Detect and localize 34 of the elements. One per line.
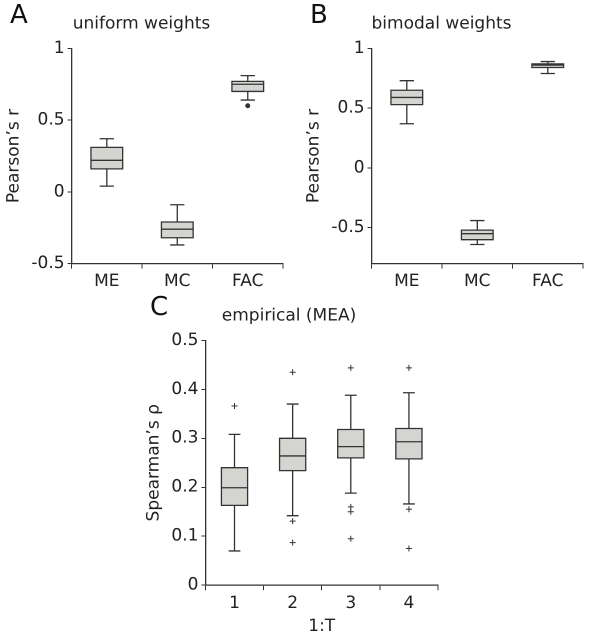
y-axis-title: Pearson’s r bbox=[304, 108, 324, 204]
y-tick-label: 0 bbox=[354, 157, 365, 178]
y-tick-label: -0.5 bbox=[31, 253, 65, 274]
x-tick-label: MC bbox=[164, 271, 191, 292]
text: A bbox=[10, 0, 28, 30]
y-tick-label: 0.1 bbox=[171, 526, 198, 546]
y-tick-label: 1 bbox=[54, 38, 65, 58]
x-tick-label: 3 bbox=[345, 592, 356, 613]
y-tick-label: 0 bbox=[54, 181, 65, 202]
y-tick-label: 0.5 bbox=[338, 98, 365, 118]
y-tick-label: -0.5 bbox=[331, 217, 365, 238]
text: B bbox=[310, 0, 328, 30]
y-axis-title: Pearson’s r bbox=[4, 108, 24, 204]
x-tick-label: MC bbox=[464, 271, 491, 292]
y-tick-label: 0.3 bbox=[171, 428, 198, 448]
x-tick-label: FAC bbox=[232, 271, 264, 292]
y-tick-label: 0.5 bbox=[38, 110, 65, 130]
x-tick-label: 2 bbox=[287, 592, 298, 613]
x-axis-title: 1:T bbox=[308, 616, 336, 636]
y-axis-title: Spearman’s ρ bbox=[144, 404, 164, 522]
y-tick-label: 0.5 bbox=[171, 330, 198, 350]
chart-title: empirical (MEA) bbox=[222, 306, 356, 326]
text: C bbox=[150, 292, 168, 322]
y-tick-label: 0.4 bbox=[171, 378, 198, 399]
y-tick-label: 0 bbox=[188, 574, 198, 595]
x-tick-label: 1 bbox=[229, 592, 240, 613]
x-tick-label: FAC bbox=[532, 271, 564, 292]
x-tick-label: ME bbox=[94, 271, 120, 292]
x-tick-label: 4 bbox=[404, 592, 414, 613]
y-tick-label: 0.2 bbox=[171, 476, 198, 497]
x-tick-label: ME bbox=[394, 271, 420, 292]
chart-title: uniform weights bbox=[72, 14, 210, 34]
y-tick-label: 1 bbox=[354, 38, 365, 58]
chart-title: bimodal weights bbox=[372, 14, 512, 34]
